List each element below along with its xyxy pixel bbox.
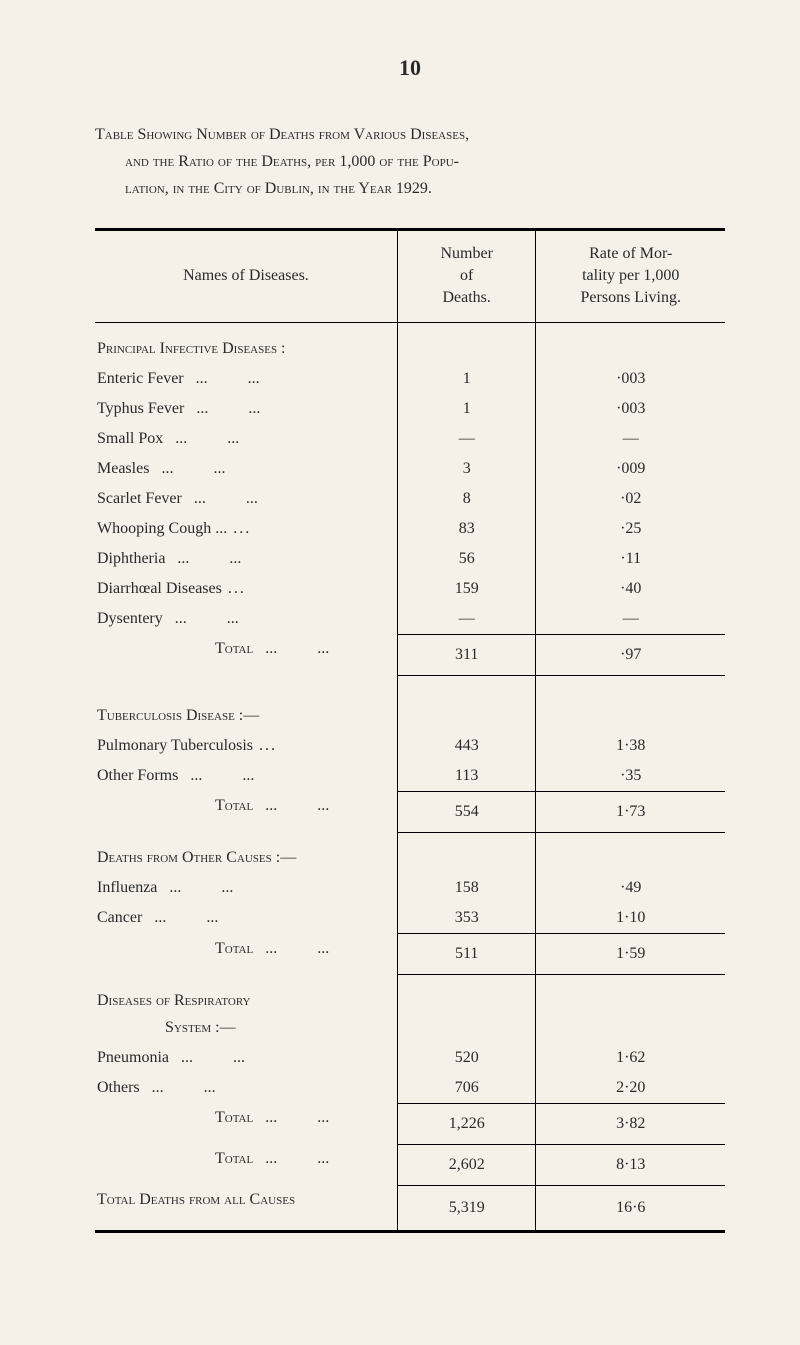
total-row: Total 511 1·59	[95, 934, 725, 975]
section-header-row: Deaths from Other Causes :—	[95, 832, 725, 873]
table-row: Cancer3531·10	[95, 903, 725, 934]
section-header-row: Diseases of Respiratory	[95, 975, 725, 1016]
table-title: Table Showing Number of Deaths from Vari…	[95, 121, 725, 203]
spacer	[95, 675, 725, 690]
total-row: Total 554 1·73	[95, 791, 725, 832]
section-header-row: System :—	[95, 1016, 725, 1043]
infective-header: Principal Infective Diseases :	[95, 322, 397, 364]
grand-total-label: Total Deaths from all Causes	[95, 1185, 397, 1231]
table-row: Other Forms113·35	[95, 761, 725, 792]
table-row: Enteric Fever1·003	[95, 364, 725, 394]
table-row: Whooping Cough ...83·25	[95, 514, 725, 544]
respiratory-header-2: System :—	[95, 1016, 397, 1043]
page-number: 10	[95, 55, 725, 81]
title-line-2: and the Ratio of the Deaths, per 1,000 o…	[95, 153, 459, 170]
other-header: Deaths from Other Causes :—	[95, 832, 397, 873]
table-row: Small Pox——	[95, 424, 725, 454]
total-row: Total 2,602 8·13	[95, 1144, 725, 1185]
document-page: 10 Table Showing Number of Deaths from V…	[0, 0, 800, 1273]
table-row: Measles3·009	[95, 454, 725, 484]
table-row: Diarrhœal Diseases159·40	[95, 574, 725, 604]
table-row: Diphtheria56·11	[95, 544, 725, 574]
table-row: Scarlet Fever8·02	[95, 484, 725, 514]
total-row: Total 311 ·97	[95, 634, 725, 675]
table-row: Pulmonary Tuberculosis4431·38	[95, 731, 725, 761]
col-header-number: Number of Deaths.	[397, 229, 536, 322]
title-line-3: lation, in the City of Dublin, in the Ye…	[95, 180, 432, 197]
tuberculosis-header: Tuberculosis Disease :—	[95, 690, 397, 731]
total-row: Total 1,226 3·82	[95, 1103, 725, 1144]
table-row: Pneumonia5201·62	[95, 1043, 725, 1073]
col-header-names: Names of Diseases.	[95, 229, 397, 322]
table-row: Influenza158·49	[95, 873, 725, 903]
col-header-rate: Rate of Mor- tality per 1,000 Persons Li…	[536, 229, 725, 322]
grand-total-row: Total Deaths from all Causes 5,319 16·6	[95, 1185, 725, 1231]
table-row: Others7062·20	[95, 1073, 725, 1104]
section-header-row: Principal Infective Diseases :	[95, 322, 725, 364]
table-row: Dysentery——	[95, 604, 725, 635]
deaths-table: Names of Diseases. Number of Deaths. Rat…	[95, 228, 725, 1233]
table-row: Typhus Fever1·003	[95, 394, 725, 424]
title-line-1: Table Showing Number of Deaths from Vari…	[95, 126, 469, 143]
table-header-row: Names of Diseases. Number of Deaths. Rat…	[95, 229, 725, 322]
respiratory-header-1: Diseases of Respiratory	[95, 975, 397, 1016]
section-header-row: Tuberculosis Disease :—	[95, 690, 725, 731]
